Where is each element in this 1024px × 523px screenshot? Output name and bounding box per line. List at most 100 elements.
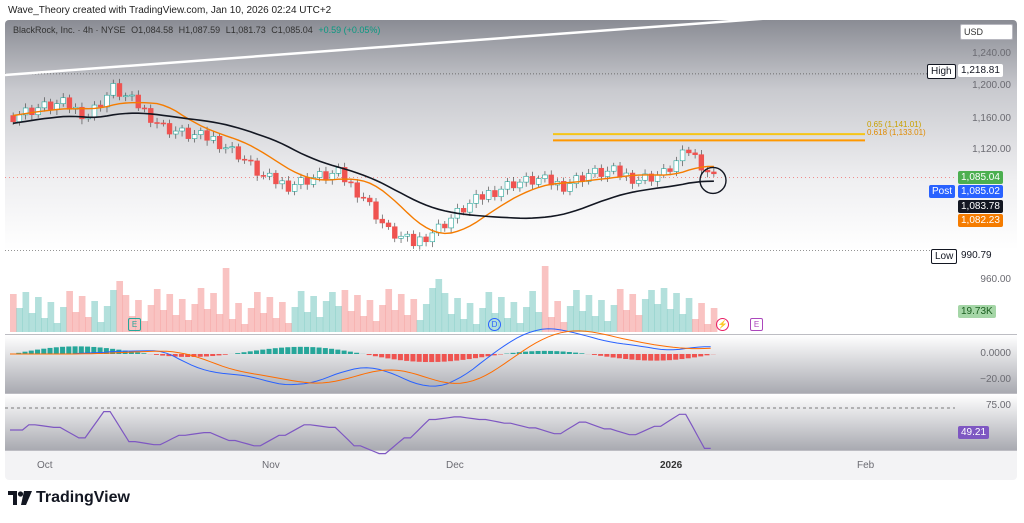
macd-histogram-bar: [666, 354, 672, 361]
highlight-circle: [699, 166, 727, 195]
macd-histogram-bar: [404, 354, 410, 361]
macd-histogram-bar: [623, 354, 629, 359]
dividend-marker[interactable]: D: [488, 318, 501, 331]
earnings-marker[interactable]: E: [128, 318, 141, 331]
volume-bar: [679, 314, 687, 332]
price-chart-canvas[interactable]: [5, 20, 1017, 480]
macd-tick: 0.0000: [980, 348, 1011, 359]
candle-body: [198, 130, 204, 135]
macd-histogram-bar: [166, 354, 172, 357]
macd-histogram-bar: [410, 354, 416, 362]
volume-bar: [529, 291, 536, 332]
candle-body: [373, 201, 379, 220]
time-tick: Oct: [37, 460, 53, 471]
macd-histogram-bar: [447, 354, 453, 362]
candle-body: [148, 108, 154, 123]
volume-bar: [147, 305, 155, 332]
macd-histogram-bar: [541, 350, 547, 354]
macd-histogram-bar: [191, 354, 197, 357]
macd-pane[interactable]: [5, 335, 1017, 393]
candle-body: [173, 130, 179, 135]
ohlc-open: O1,084.58: [131, 25, 174, 35]
candle-body: [166, 123, 173, 135]
macd-histogram-bar: [185, 354, 191, 358]
macd-histogram-bar: [210, 354, 216, 357]
volume-bar: [397, 294, 405, 332]
volume-bar: [554, 301, 561, 332]
candle-body: [16, 114, 23, 123]
macd-histogram-bar: [197, 354, 203, 357]
macd-histogram-bar: [172, 354, 178, 357]
macd-histogram-bar: [416, 354, 422, 362]
candle-body: [291, 184, 298, 192]
currency-selector[interactable]: USD: [960, 24, 1013, 40]
macd-histogram-bar: [685, 354, 691, 359]
volume-bar: [78, 296, 86, 332]
volume-bar: [116, 281, 124, 332]
sma-label: 1,083.78: [958, 200, 1003, 213]
upcoming-earnings-marker[interactable]: E: [750, 318, 763, 331]
candle-body: [648, 173, 654, 182]
volume-bar: [623, 310, 630, 332]
candle-body: [29, 107, 35, 115]
macd-histogram-bar: [573, 352, 579, 354]
volume-bar: [523, 307, 530, 332]
candle-body: [654, 174, 661, 182]
ohlc-close: C1,085.04: [271, 25, 313, 35]
macd-histogram-bar: [391, 354, 397, 360]
split-marker[interactable]: ⚡: [716, 318, 729, 331]
time-axis[interactable]: [5, 450, 1017, 480]
volume-bar: [85, 317, 92, 332]
volume-bar: [166, 294, 174, 332]
candle-body: [379, 218, 385, 224]
ema-label: 1,082.23: [958, 214, 1003, 227]
chart-frame[interactable]: BlackRock, Inc. · 4h · NYSE O1,084.58 H1…: [5, 20, 1017, 480]
tradingview-logo[interactable]: TradingView: [8, 489, 130, 507]
ohlc-low: L1,081.73: [225, 25, 266, 35]
volume-bar: [153, 289, 161, 332]
candle-body: [448, 217, 454, 229]
macd-histogram-bar: [47, 347, 53, 354]
macd-histogram-bar: [116, 349, 122, 354]
candle-body: [686, 149, 692, 154]
volume-bar: [366, 300, 374, 332]
volume-bar: [485, 292, 493, 332]
volume-bar: [135, 300, 142, 332]
volume-bar: [429, 288, 436, 332]
candle-body: [154, 122, 160, 124]
macd-histogram-bar: [304, 346, 310, 354]
volume-bar: [666, 309, 674, 332]
volume-bar: [316, 317, 324, 332]
volume-bar: [10, 294, 17, 332]
volume-bar: [22, 292, 30, 332]
volume-bar: [629, 294, 637, 332]
rsi-pane[interactable]: [5, 394, 1017, 450]
time-tick: 2026: [660, 460, 683, 471]
macd-signal-line: [10, 330, 711, 384]
candle-body: [22, 107, 29, 116]
candle-body: [561, 181, 567, 192]
macd-histogram-bar: [178, 354, 184, 357]
macd-histogram-bar: [341, 350, 347, 354]
pane-divider[interactable]: [5, 393, 1017, 394]
volume-bar: [235, 303, 242, 332]
volume-bar: [66, 291, 73, 332]
ema-line: [13, 101, 714, 235]
rsi-tick: 75.00: [985, 400, 1011, 411]
macd-line: [10, 328, 711, 387]
volume-bar: [504, 318, 511, 332]
volume-bar: [635, 315, 643, 332]
macd-histogram-bar: [91, 346, 97, 354]
volume-bar: [91, 301, 98, 332]
candle-body: [160, 122, 166, 125]
candle-body: [629, 172, 636, 184]
volume-bar: [616, 289, 624, 332]
volume-bar: [16, 308, 23, 332]
volume-bar: [335, 306, 343, 332]
macd-histogram-bar: [266, 348, 272, 354]
pane-divider[interactable]: [5, 450, 1017, 451]
candle-body: [636, 179, 642, 184]
macd-histogram-bar: [548, 350, 554, 354]
pane-divider[interactable]: [5, 334, 1017, 335]
macd-histogram-bar: [485, 354, 491, 357]
